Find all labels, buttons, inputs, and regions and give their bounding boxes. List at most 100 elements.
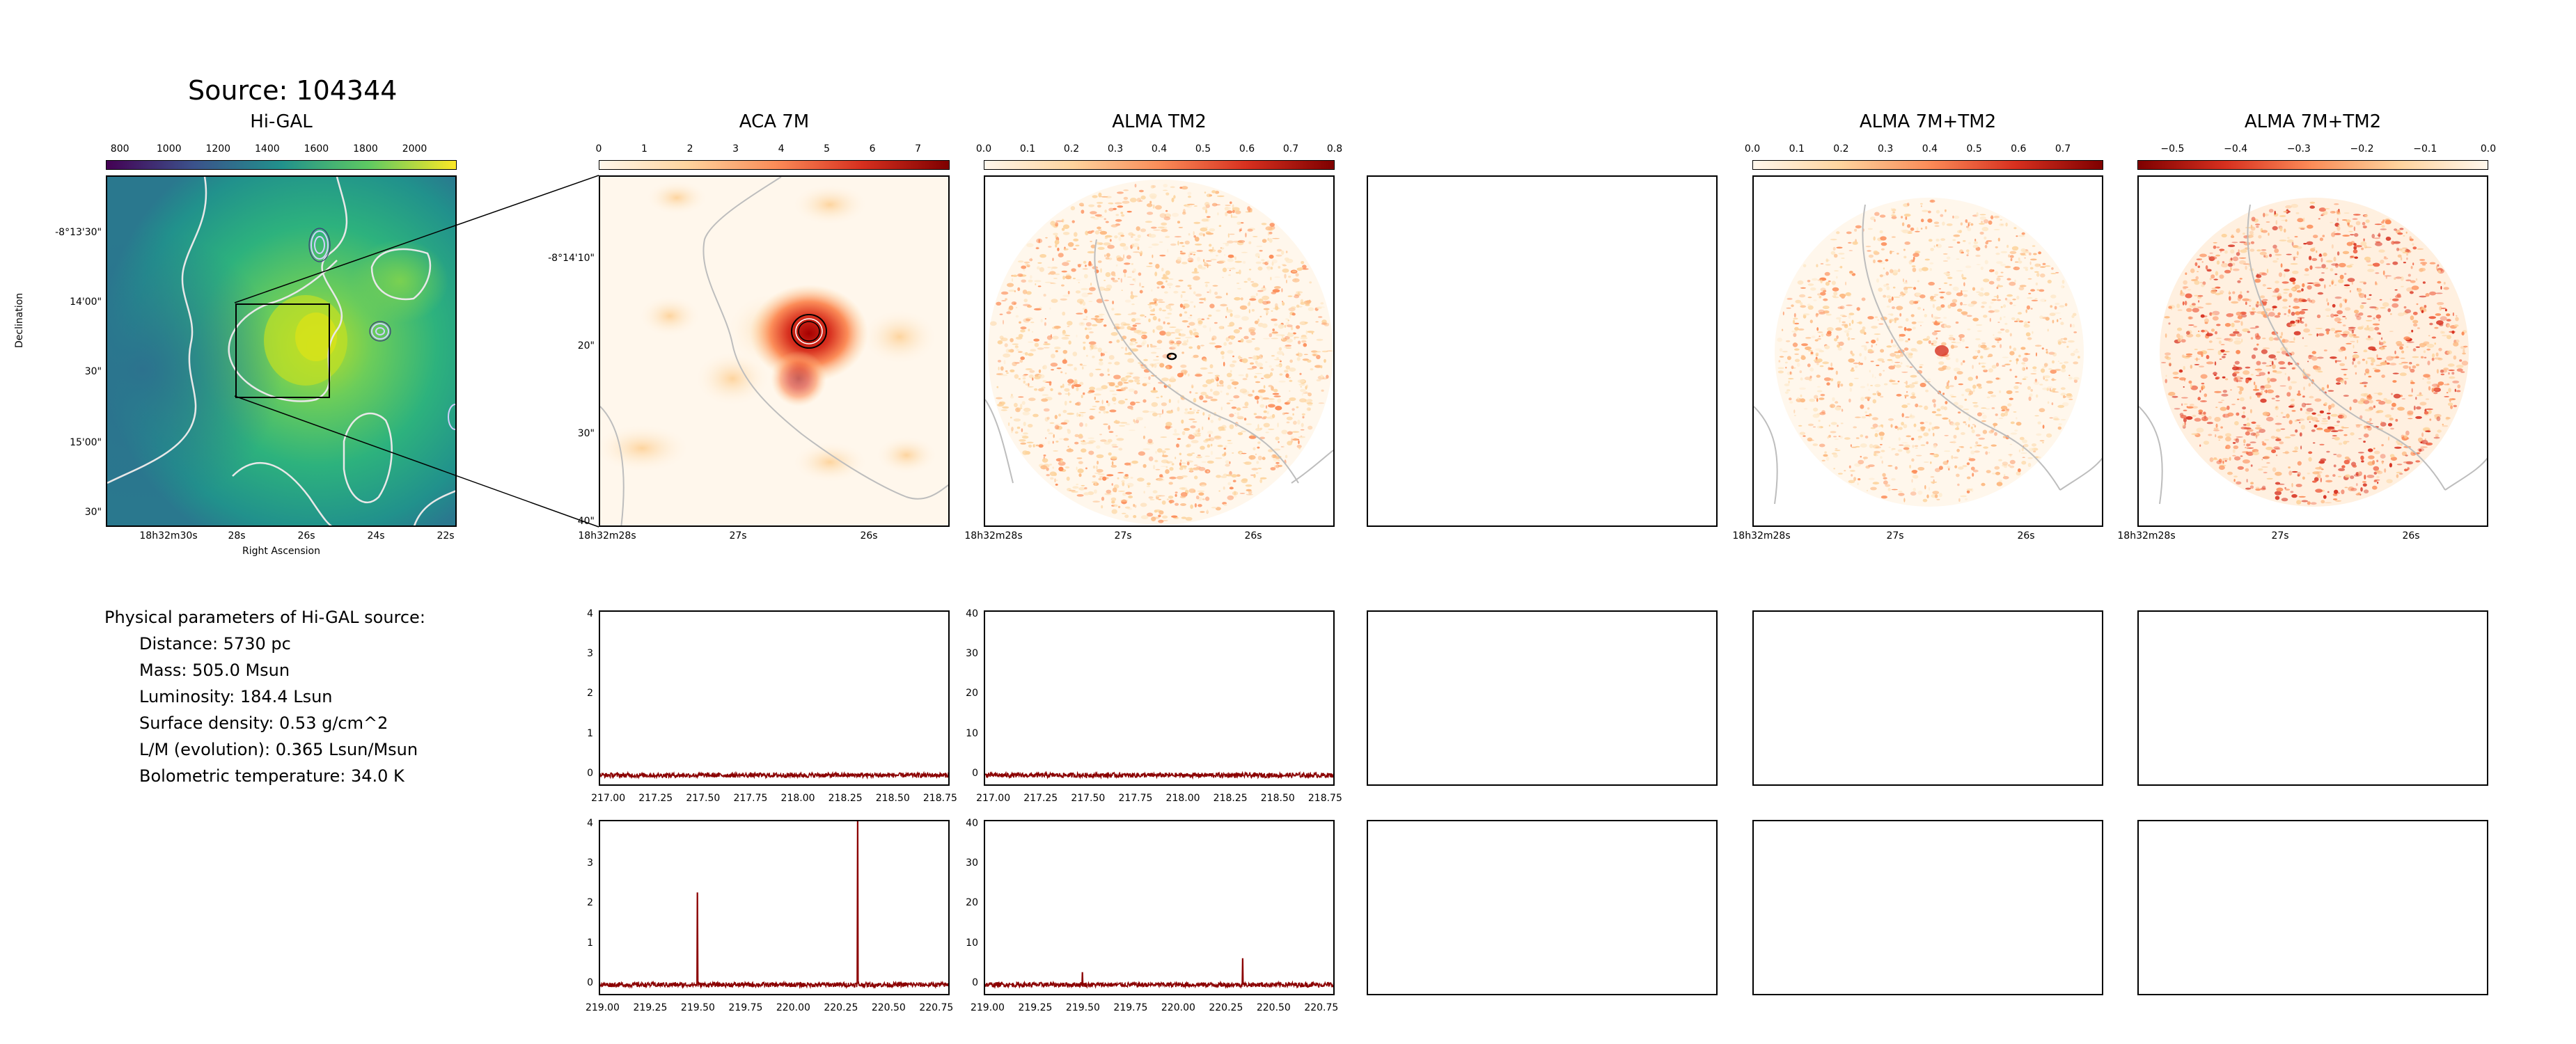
noise-speckle <box>1124 462 1131 466</box>
noise-speckle <box>1813 407 1819 412</box>
noise-speckle <box>2320 214 2323 216</box>
noise-speckle <box>1116 438 1124 441</box>
noise-speckle <box>2031 443 2037 447</box>
noise-speckle <box>1017 260 1024 263</box>
noise-speckle <box>1917 466 1925 471</box>
noise-speckle <box>2047 329 2049 332</box>
noise-speckle <box>2042 366 2046 368</box>
noise-speckle <box>2009 281 2016 286</box>
noise-speckle <box>1133 243 1139 248</box>
noise-speckle <box>1797 280 1804 285</box>
noise-speckle <box>1176 329 1183 331</box>
noise-speckle <box>2029 261 2032 265</box>
noise-speckle <box>1824 345 1830 349</box>
noise-speckle <box>1006 372 1009 374</box>
noise-speckle <box>1850 350 1853 355</box>
noise-speckle <box>2442 331 2445 334</box>
noise-speckle <box>2197 351 2204 355</box>
noise-speckle <box>999 335 1004 340</box>
noise-speckle <box>1179 313 1182 317</box>
noise-speckle <box>2226 405 2230 411</box>
noise-speckle <box>2344 380 2347 385</box>
noise-speckle <box>1845 281 1847 286</box>
noise-speckle <box>1958 498 1961 502</box>
noise-speckle <box>1287 377 1291 379</box>
noise-speckle <box>2311 480 2317 483</box>
noise-speckle <box>1166 283 1173 286</box>
noise-speckle <box>1234 491 1236 496</box>
noise-speckle <box>1878 372 1882 377</box>
spectrum-y-tick-label: 20 <box>966 897 978 909</box>
noise-speckle <box>1114 235 1118 239</box>
noise-speckle <box>2338 348 2344 352</box>
noise-speckle <box>2440 316 2447 321</box>
noise-speckle <box>1289 390 1291 392</box>
noise-speckle <box>1194 503 1197 508</box>
noise-speckle <box>1243 280 1248 283</box>
noise-speckle <box>1993 296 1998 297</box>
noise-speckle <box>2403 235 2405 237</box>
noise-speckle <box>1875 446 1881 449</box>
noise-speckle <box>2396 474 2399 478</box>
noise-speckle <box>2216 260 2220 265</box>
noise-speckle <box>2399 228 2404 230</box>
noise-speckle <box>2264 438 2270 441</box>
noise-speckle <box>1938 493 1942 498</box>
noise-speckle <box>1103 410 1106 414</box>
noise-speckle <box>2271 295 2279 297</box>
noise-speckle <box>2346 264 2353 268</box>
noise-speckle <box>2340 333 2348 335</box>
noise-speckle <box>1928 428 1931 432</box>
noise-speckle <box>2023 357 2029 362</box>
noise-speckle <box>2300 408 2302 411</box>
noise-speckle <box>2341 368 2348 370</box>
noise-speckle <box>1154 205 1162 210</box>
noise-speckle <box>2375 364 2382 366</box>
noise-speckle <box>2062 341 2067 344</box>
noise-speckle <box>2435 352 2439 357</box>
noise-speckle <box>1135 342 1138 344</box>
noise-speckle <box>1984 292 1990 296</box>
noise-speckle <box>2400 357 2405 359</box>
noise-speckle <box>1178 227 1184 228</box>
noise-speckle <box>1285 454 1288 459</box>
noise-speckle <box>2403 262 2406 264</box>
noise-speckle <box>1891 214 1896 216</box>
noise-speckle <box>1309 281 1312 284</box>
noise-speckle <box>2334 284 2337 286</box>
noise-speckle <box>2240 397 2245 402</box>
noise-speckle <box>1807 283 1814 286</box>
noise-speckle <box>2410 381 2415 384</box>
noise-speckle <box>2242 459 2250 464</box>
noise-speckle <box>1996 482 2003 487</box>
noise-speckle <box>2437 269 2441 274</box>
noise-speckle <box>1202 498 1205 500</box>
spectrum-x-tick-label: 220.25 <box>824 1002 858 1013</box>
noise-speckle <box>1894 361 1901 363</box>
noise-speckle <box>1874 316 1878 318</box>
noise-speckle <box>1205 260 1212 262</box>
noise-speckle <box>1094 230 1100 235</box>
noise-speckle <box>1259 395 1262 399</box>
noise-speckle <box>2419 295 2427 298</box>
noise-speckle <box>2288 405 2294 408</box>
noise-speckle <box>1275 461 1280 464</box>
noise-speckle <box>1957 230 1962 233</box>
noise-speckle <box>1160 436 1168 438</box>
noise-speckle <box>1234 256 1236 260</box>
noise-speckle <box>2330 430 2339 432</box>
noise-speckle <box>1134 322 1141 325</box>
noise-speckle <box>1953 434 1957 439</box>
noise-speckle <box>2060 322 2064 325</box>
noise-speckle <box>1174 236 1182 238</box>
noise-speckle <box>2236 349 2240 354</box>
noise-speckle <box>1873 259 1876 264</box>
noise-speckle <box>1287 332 1294 338</box>
noise-speckle <box>2222 261 2225 264</box>
noise-speckle <box>2043 363 2048 367</box>
noise-speckle <box>2330 211 2336 214</box>
noise-speckle <box>2221 400 2224 402</box>
noise-speckle <box>1287 431 1293 435</box>
noise-speckle <box>1130 236 1133 238</box>
noise-speckle <box>1253 473 1256 478</box>
